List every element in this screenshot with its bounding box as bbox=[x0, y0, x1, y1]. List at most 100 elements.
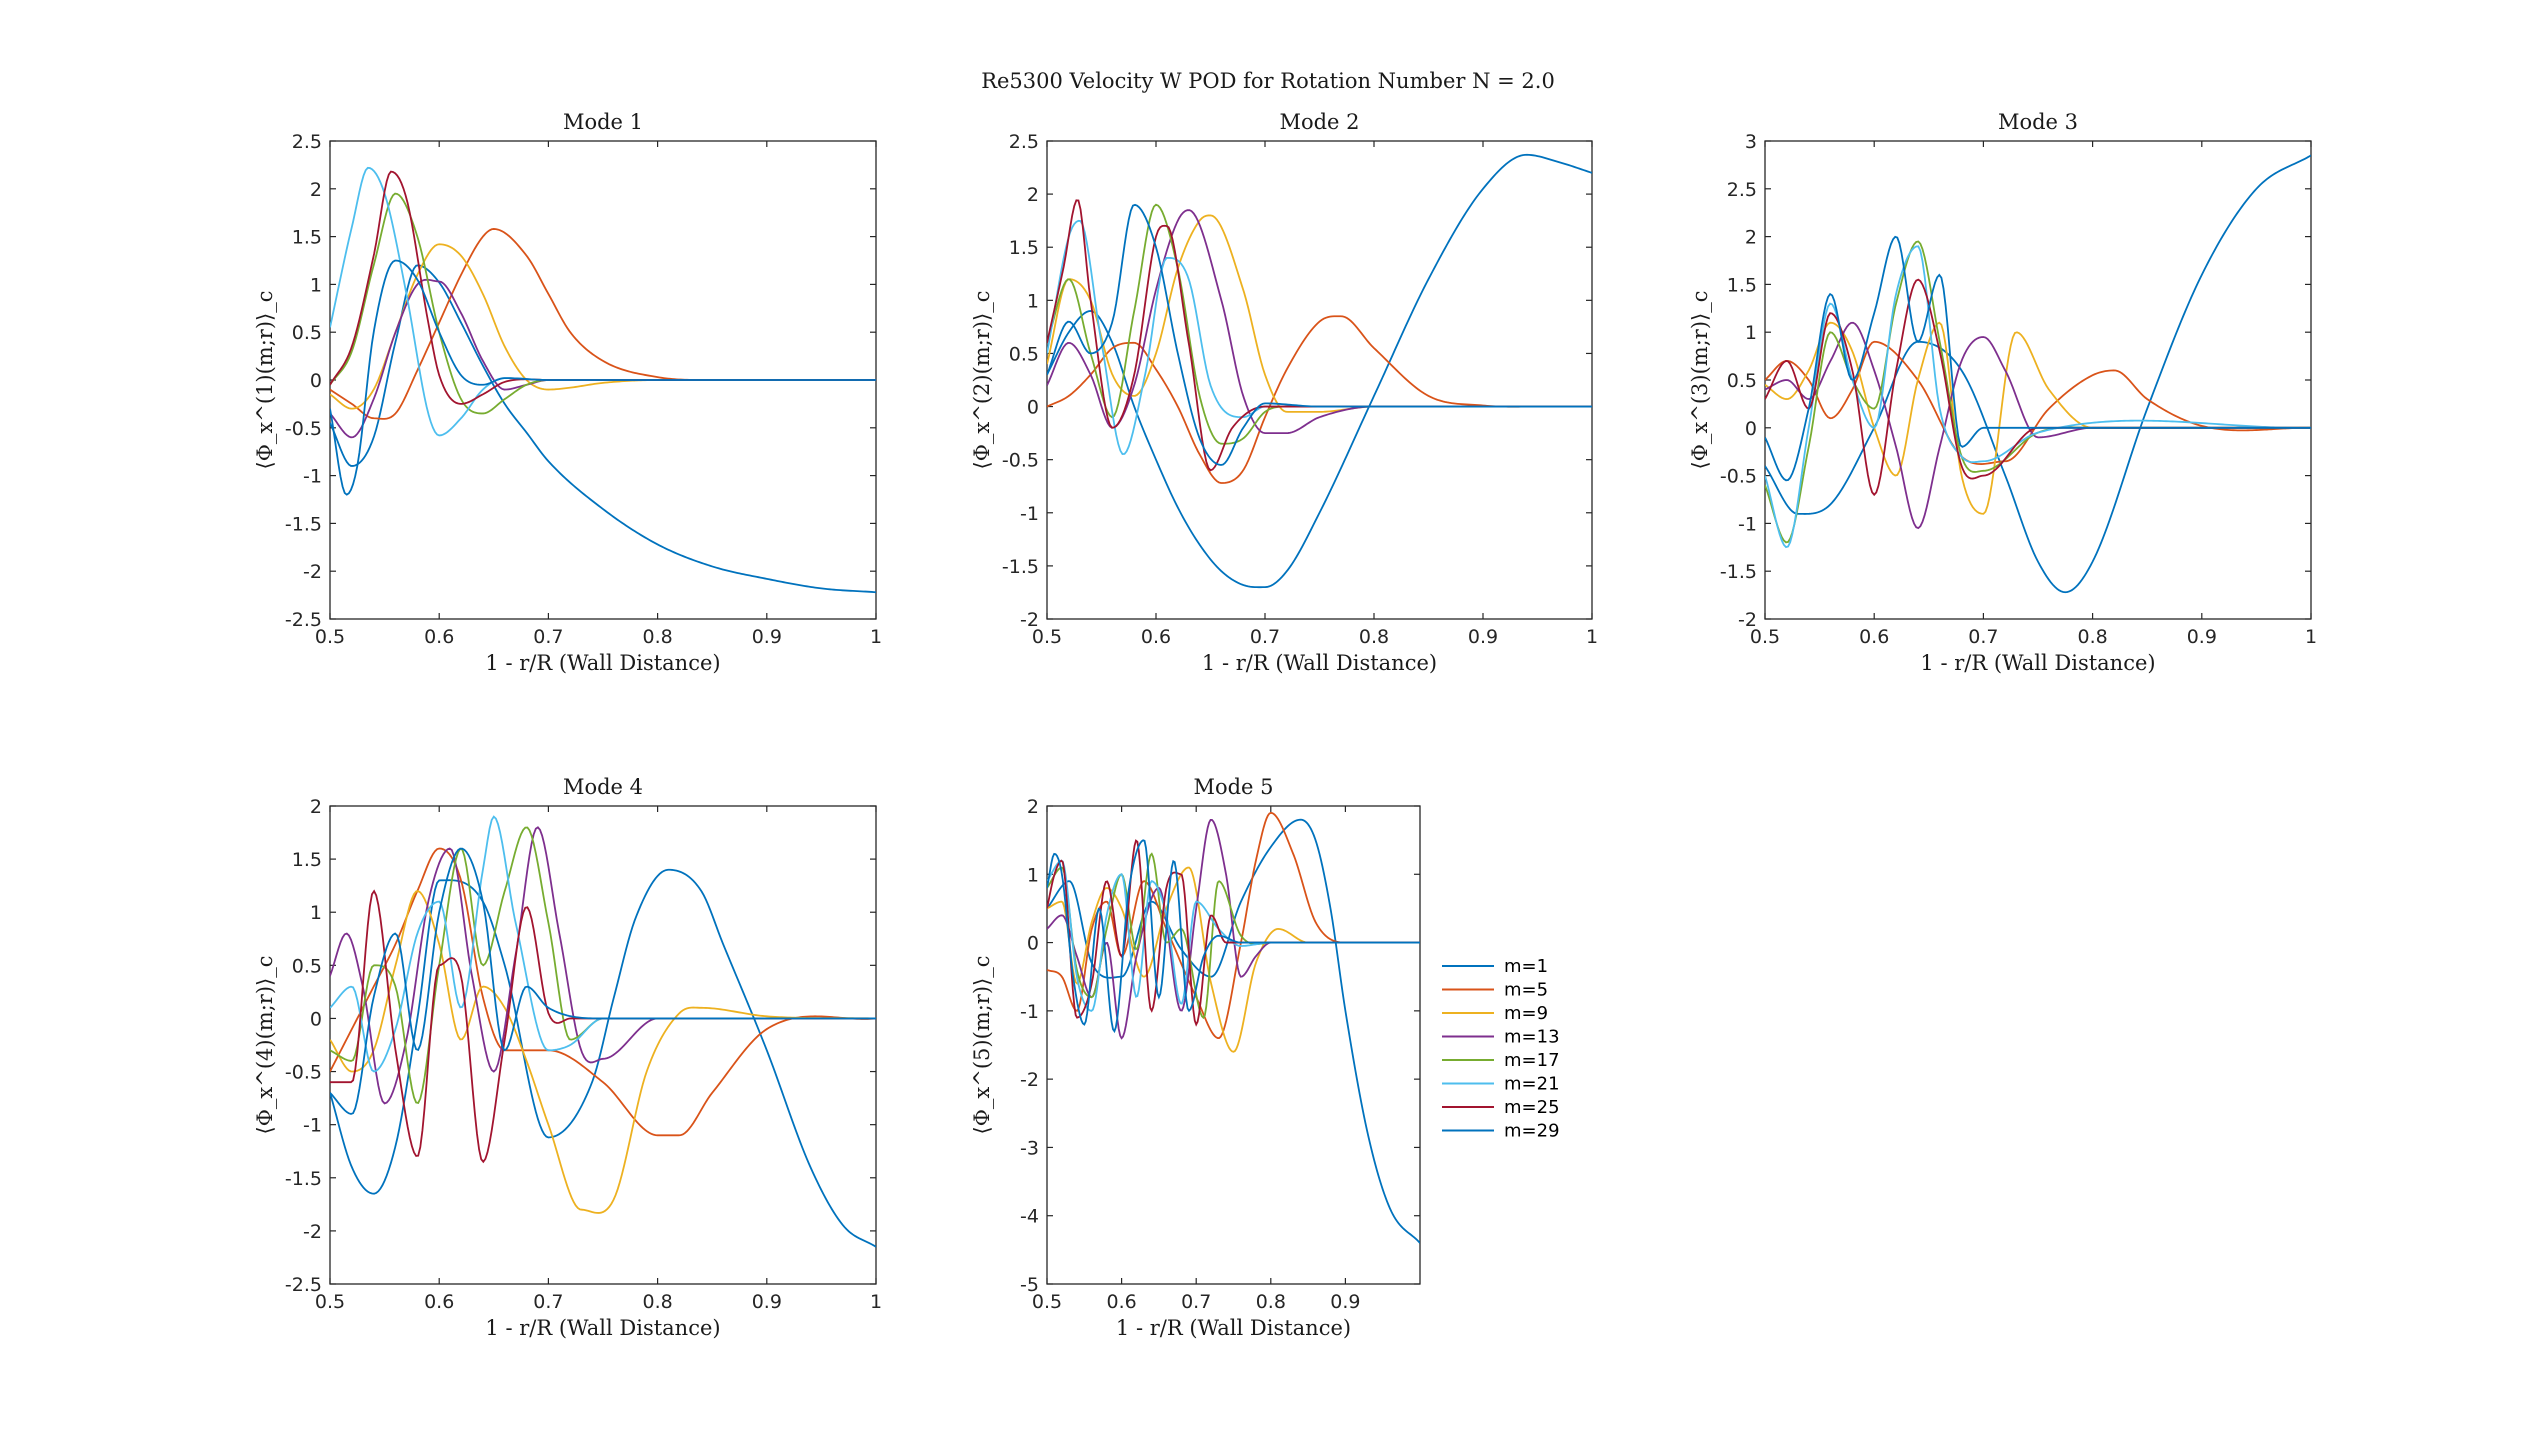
mode4-ytick-label: -2.5 bbox=[285, 1274, 322, 1296]
mode5-ylabel: ⟨Φ_x^(5)(m;r)⟩_c bbox=[970, 956, 994, 1135]
mode4-ytick-label: 0.5 bbox=[292, 955, 322, 977]
mode5-ytick-label: 2 bbox=[1027, 796, 1039, 818]
mode2-ytick-label: -0.5 bbox=[1002, 450, 1039, 472]
mode5-ytick-label: -2 bbox=[1020, 1069, 1039, 1091]
mode1-ytick-label: 0.5 bbox=[292, 322, 322, 344]
legend-entry: m=9 bbox=[1504, 1003, 1548, 1024]
mode3-ytick-label: 0.5 bbox=[1727, 370, 1757, 392]
mode5-line-m1 bbox=[1047, 818, 1420, 1244]
mode5-ytick-label: -4 bbox=[1020, 1206, 1039, 1228]
mode4-xtick-label: 0.6 bbox=[424, 1291, 454, 1313]
mode4-xtick-label: 0.9 bbox=[752, 1291, 782, 1313]
mode2-line-m29 bbox=[1047, 203, 1592, 466]
mode5-series-group bbox=[1047, 811, 1420, 1244]
mode4-xtick-label: 1 bbox=[870, 1291, 882, 1313]
mode3-xtick-label: 0.9 bbox=[2187, 626, 2217, 648]
mode5-ytick-label: -3 bbox=[1020, 1137, 1039, 1159]
mode3-xtick-label: 0.6 bbox=[1859, 626, 1889, 648]
mode2-ytick-label: -1 bbox=[1020, 503, 1039, 525]
mode2-xtick-label: 0.5 bbox=[1032, 626, 1062, 648]
legend-box bbox=[1434, 950, 1581, 1150]
mode4-xtick-label: 0.7 bbox=[533, 1291, 563, 1313]
mode2-ytick-label: 1 bbox=[1027, 290, 1039, 312]
mode5-xtick-label: 0.9 bbox=[1330, 1291, 1360, 1313]
mode1-xtick-label: 0.5 bbox=[315, 626, 345, 648]
mode4-ytick-label: -1 bbox=[303, 1115, 322, 1137]
mode1-xtick-label: 0.9 bbox=[752, 626, 782, 648]
mode3-title: Mode 3 bbox=[1998, 110, 2078, 134]
mode5-ytick-label: -1 bbox=[1020, 1001, 1039, 1023]
mode1-xtick-label: 1 bbox=[870, 626, 882, 648]
mode5-xtick-label: 0.8 bbox=[1256, 1291, 1286, 1313]
mode4-line-m5 bbox=[330, 847, 876, 1137]
mode2-ytick-label: 0 bbox=[1027, 397, 1039, 419]
mode4-xlabel: 1 - r/R (Wall Distance) bbox=[485, 1316, 720, 1340]
mode3-axes bbox=[1764, 140, 2312, 620]
mode3-ytick-label: -0.5 bbox=[1720, 466, 1757, 488]
mode5-ytick-label: 1 bbox=[1027, 864, 1039, 886]
legend: m=1 m=5m=9 m=13m=17 m=21m=25 m=29 bbox=[1434, 950, 1581, 1150]
mode3-ytick-label: 1.5 bbox=[1727, 274, 1757, 296]
mode2-ytick-label: 0.5 bbox=[1009, 343, 1039, 365]
mode1-ytick-label: -1 bbox=[303, 466, 322, 488]
mode3-ytick-label: -2 bbox=[1738, 609, 1757, 631]
mode2-line-m1 bbox=[1047, 153, 1592, 589]
mode5-xlabel: 1 - r/R (Wall Distance) bbox=[1116, 1316, 1351, 1340]
mode4-ylabel: ⟨Φ_x^(4)(m;r)⟩_c bbox=[253, 956, 277, 1135]
mode1-ytick-label: 0 bbox=[310, 370, 322, 392]
mode5-line-m29 bbox=[1047, 839, 1420, 1034]
mode3-ylabel: ⟨Φ_x^(3)(m;r)⟩_c bbox=[1688, 291, 1712, 470]
mode3-line-m29 bbox=[1765, 235, 2311, 482]
mode3-xtick-label: 1 bbox=[2305, 626, 2317, 648]
mode1-line-m29 bbox=[330, 259, 876, 496]
mode1-ytick-label: -0.5 bbox=[285, 418, 322, 440]
mode3-xlabel: 1 - r/R (Wall Distance) bbox=[1920, 651, 2155, 675]
mode2-xtick-label: 1 bbox=[1586, 626, 1598, 648]
mode5-xtick-label: 0.7 bbox=[1181, 1291, 1211, 1313]
mode1-ytick-label: -1.5 bbox=[285, 513, 322, 535]
mode3-line-m5 bbox=[1765, 340, 2311, 465]
legend-entry: m=1 bbox=[1504, 956, 1548, 977]
mode4-line-m1 bbox=[330, 868, 876, 1248]
mode2-ytick-label: -1.5 bbox=[1002, 556, 1039, 578]
mode1-ytick-label: 2.5 bbox=[292, 131, 322, 153]
mode5-xtick-label: 0.5 bbox=[1032, 1291, 1062, 1313]
mode5-ytick-label: -5 bbox=[1020, 1274, 1039, 1296]
legend-entry: m=13 bbox=[1504, 1027, 1560, 1048]
figure-title: Re5300 Velocity W POD for Rotation Numbe… bbox=[981, 69, 1555, 93]
mode2-xtick-label: 0.8 bbox=[1359, 626, 1389, 648]
mode4-ytick-label: 2 bbox=[310, 796, 322, 818]
mode1-xtick-label: 0.8 bbox=[642, 626, 672, 648]
mode2-axes bbox=[1046, 140, 1593, 620]
mode4-ytick-label: 1.5 bbox=[292, 849, 322, 871]
mode3-xtick-label: 0.5 bbox=[1750, 626, 1780, 648]
mode4-line-m29 bbox=[330, 847, 876, 1115]
mode3-ytick-label: -1.5 bbox=[1720, 561, 1757, 583]
mode3-ytick-label: 2 bbox=[1745, 227, 1757, 249]
mode4-xtick-label: 0.5 bbox=[315, 1291, 345, 1313]
mode3-ytick-label: 3 bbox=[1745, 131, 1757, 153]
mode4-ytick-label: -0.5 bbox=[285, 1062, 322, 1084]
mode3-ytick-label: -1 bbox=[1738, 513, 1757, 535]
legend-entry: m=5 bbox=[1504, 980, 1548, 1001]
mode4-series-group bbox=[330, 815, 876, 1248]
mode2-xtick-label: 0.6 bbox=[1141, 626, 1171, 648]
mode3-xtick-label: 0.7 bbox=[1968, 626, 1998, 648]
mode5-xtick-label: 0.6 bbox=[1106, 1291, 1136, 1313]
mode1-title: Mode 1 bbox=[563, 110, 643, 134]
mode2-ytick-label: 1.5 bbox=[1009, 237, 1039, 259]
mode1-ytick-label: -2.5 bbox=[285, 609, 322, 631]
mode2-xlabel: 1 - r/R (Wall Distance) bbox=[1202, 651, 1437, 675]
mode1-ylabel: ⟨Φ_x^(1)(m;r)⟩_c bbox=[253, 291, 277, 470]
mode2-title: Mode 2 bbox=[1279, 110, 1359, 134]
mode2-series-group bbox=[1047, 153, 1592, 589]
mode1-ytick-label: 1 bbox=[310, 274, 322, 296]
mode4-title: Mode 4 bbox=[563, 775, 643, 799]
mode1-xlabel: 1 - r/R (Wall Distance) bbox=[485, 651, 720, 675]
mode1-series-group bbox=[330, 166, 876, 594]
mode3-ytick-label: 1 bbox=[1745, 322, 1757, 344]
mode3-ytick-label: 2.5 bbox=[1727, 179, 1757, 201]
mode5-axes bbox=[1046, 805, 1421, 1285]
mode2-ytick-label: 2.5 bbox=[1009, 131, 1039, 153]
mode4-line-m9 bbox=[330, 890, 876, 1214]
